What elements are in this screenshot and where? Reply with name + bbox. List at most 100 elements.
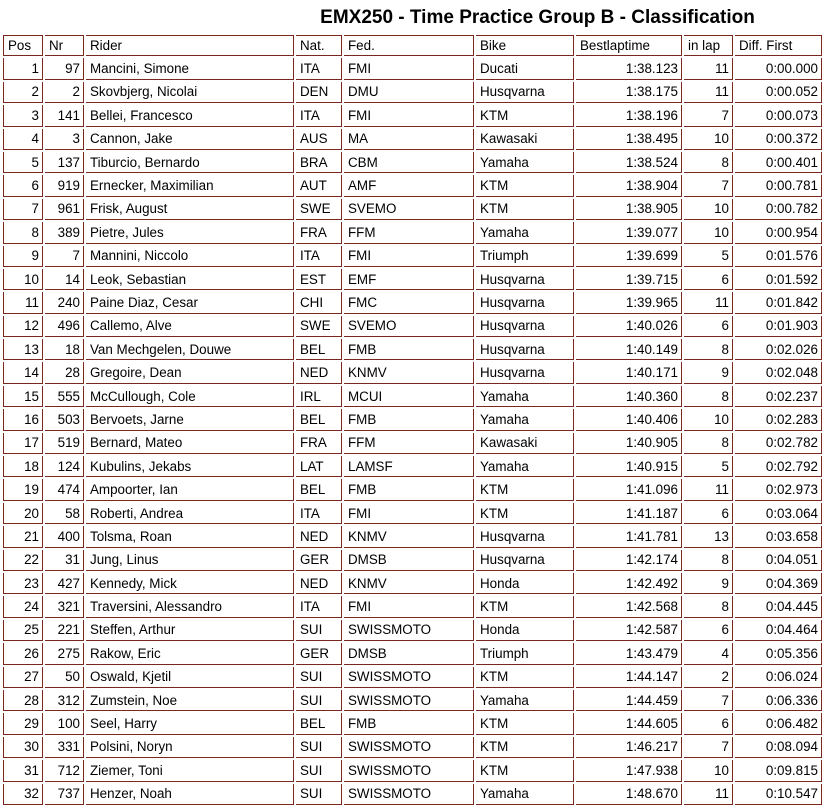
nr-cell: 503 <box>45 409 84 431</box>
rider-cell: Steffen, Arthur <box>86 619 294 642</box>
bestlaptime-cell: 1:40.149 <box>576 339 682 361</box>
fed-cell: SWISSMOTO <box>344 689 474 712</box>
bestlaptime-cell: 1:38.524 <box>576 151 682 174</box>
in-lap-cell: 10 <box>684 198 733 221</box>
rider-cell: Cannon, Jake <box>86 128 294 150</box>
in-lap-cell: 8 <box>684 432 733 455</box>
in-lap-cell: 6 <box>684 619 733 642</box>
pos-cell: 27 <box>3 666 43 688</box>
bestlaptime-cell: 1:38.905 <box>576 198 682 221</box>
in-lap-cell: 11 <box>684 81 733 104</box>
bike-cell: Yamaha <box>476 783 574 805</box>
nr-cell: 427 <box>45 572 84 595</box>
fed-cell: KNMV <box>344 362 474 384</box>
table-row: 7 961 Frisk, August SWE SVEMO KTM 1:38.905 10 0:… <box>3 198 822 221</box>
nat-cell: SWE <box>296 198 342 221</box>
fed-cell: LAMSF <box>344 456 474 478</box>
fed-cell: FMI <box>344 596 474 618</box>
in-lap-cell: 6 <box>684 713 733 735</box>
fed-cell: MA <box>344 128 474 150</box>
fed-cell: FMB <box>344 713 474 735</box>
table-row: 22 31 Jung, Linus GER DMSB Husqvarna 1:42.174 8… <box>3 549 822 571</box>
nr-cell: 474 <box>45 479 84 501</box>
bike-cell: Husqvarna <box>476 362 574 384</box>
nr-cell: 331 <box>45 736 84 759</box>
pos-cell: 25 <box>3 619 43 642</box>
nr-cell: 3 <box>45 128 84 150</box>
pos-cell: 7 <box>3 198 43 221</box>
bestlaptime-cell: 1:40.026 <box>576 315 682 338</box>
diff-first-cell: 0:02.973 <box>735 479 822 501</box>
in-lap-cell: 10 <box>684 222 733 244</box>
bike-cell: KTM <box>476 713 574 735</box>
classification-table: Pos Nr Rider Nat. Fed. Bike Bestlaptime … <box>1 33 824 807</box>
bike-cell: Kawasaki <box>476 128 574 150</box>
bike-cell: Husqvarna <box>476 292 574 314</box>
diff-first-cell: 0:00.781 <box>735 175 822 197</box>
nat-cell: NED <box>296 526 342 548</box>
table-row: 18 124 Kubulins, Jekabs LAT LAMSF Yamaha 1:40.… <box>3 456 822 478</box>
nr-cell: 321 <box>45 596 84 618</box>
in-lap-cell: 4 <box>684 643 733 665</box>
bestlaptime-cell: 1:47.938 <box>576 760 682 782</box>
table-row: 2 2 Skovbjerg, Nicolai DEN DMU Husqvarna 1:38.… <box>3 81 822 104</box>
pos-cell: 18 <box>3 456 43 478</box>
pos-cell: 19 <box>3 479 43 501</box>
in-lap-cell: 10 <box>684 760 733 782</box>
nr-cell: 2 <box>45 81 84 104</box>
rider-cell: Henzer, Noah <box>86 783 294 805</box>
fed-cell: SWISSMOTO <box>344 760 474 782</box>
bike-cell: Husqvarna <box>476 339 574 361</box>
nr-cell: 31 <box>45 549 84 571</box>
in-lap-cell: 10 <box>684 409 733 431</box>
pos-cell: 30 <box>3 736 43 759</box>
rider-cell: Callemo, Alve <box>86 315 294 338</box>
nr-cell: 496 <box>45 315 84 338</box>
diff-first-cell: 0:00.401 <box>735 151 822 174</box>
rider-cell: Bernard, Mateo <box>86 432 294 455</box>
bike-cell: Honda <box>476 619 574 642</box>
nr-cell: 7 <box>45 245 84 267</box>
diff-first-cell: 0:01.576 <box>735 245 822 267</box>
nr-cell: 97 <box>45 58 84 80</box>
in-lap-cell: 6 <box>684 315 733 338</box>
diff-first-cell: 0:02.237 <box>735 385 822 408</box>
bestlaptime-cell: 1:44.459 <box>576 689 682 712</box>
diff-first-cell: 0:06.482 <box>735 713 822 735</box>
bestlaptime-cell: 1:48.670 <box>576 783 682 805</box>
table-row: 23 427 Kennedy, Mick NED KNMV Honda 1:42.492 9 0… <box>3 572 822 595</box>
pos-cell: 14 <box>3 362 43 384</box>
rider-cell: Kennedy, Mick <box>86 572 294 595</box>
diff-first-cell: 0:04.445 <box>735 596 822 618</box>
bike-cell: Yamaha <box>476 222 574 244</box>
table-row: 32 737 Henzer, Noah SUI SWISSMOTO Yamaha 1:48.… <box>3 783 822 805</box>
bestlaptime-cell: 1:40.915 <box>576 456 682 478</box>
bestlaptime-cell: 1:39.965 <box>576 292 682 314</box>
rider-cell: Rakow, Eric <box>86 643 294 665</box>
nat-cell: BEL <box>296 339 342 361</box>
bike-cell: KTM <box>476 175 574 197</box>
bike-cell: Kawasaki <box>476 432 574 455</box>
diff-first-cell: 0:03.658 <box>735 526 822 548</box>
nat-cell: DEN <box>296 81 342 104</box>
header-row: Pos Nr Rider Nat. Fed. Bike Bestlaptime … <box>3 35 822 57</box>
rider-cell: Bellei, Francesco <box>86 105 294 127</box>
fed-cell: AMF <box>344 175 474 197</box>
bike-cell: KTM <box>476 105 574 127</box>
table-row: 19 474 Ampoorter, Ian BEL FMB KTM 1:41.096 11 0:… <box>3 479 822 501</box>
bestlaptime-cell: 1:38.495 <box>576 128 682 150</box>
in-lap-cell: 6 <box>684 502 733 525</box>
nat-cell: ITA <box>296 596 342 618</box>
bestlaptime-cell: 1:44.605 <box>576 713 682 735</box>
nr-cell: 919 <box>45 175 84 197</box>
in-lap-cell: 11 <box>684 783 733 805</box>
table-row: 1 97 Mancini, Simone ITA FMI Ducati 1:38.123 11… <box>3 58 822 80</box>
fed-cell: EMF <box>344 268 474 291</box>
pos-cell: 20 <box>3 502 43 525</box>
nr-cell: 519 <box>45 432 84 455</box>
nat-cell: SUI <box>296 783 342 805</box>
nr-cell: 275 <box>45 643 84 665</box>
in-lap-cell: 11 <box>684 292 733 314</box>
table-row: 21 400 Tolsma, Roan NED KNMV Husqvarna 1:41.78… <box>3 526 822 548</box>
nat-cell: SUI <box>296 689 342 712</box>
